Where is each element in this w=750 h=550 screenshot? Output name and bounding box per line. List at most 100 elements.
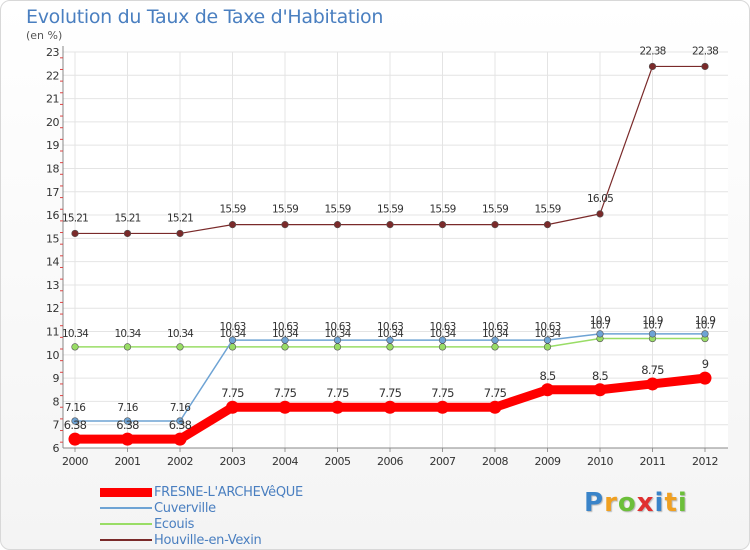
data-label: 7.75 (274, 386, 297, 400)
legend-item-houville: Houville-en-Vexin (100, 532, 303, 548)
data-label: 15.59 (377, 204, 403, 216)
data-label: 10.7 (590, 320, 610, 332)
proxiti-logo: Proxiti (584, 488, 688, 518)
y-tick-label: 23 (46, 46, 59, 59)
data-point (278, 400, 292, 414)
legend-label-houville: Houville-en-Vexin (154, 532, 262, 548)
data-label: 10.34 (482, 328, 509, 340)
x-tick-label: 2003 (220, 455, 246, 468)
y-tick-label: 21 (46, 93, 59, 106)
data-label: 8.5 (592, 369, 608, 383)
data-point (543, 343, 552, 351)
legend-item-fresne: FRESNE-L'ARCHEVêQUE (100, 484, 303, 500)
y-tick-label: 8 (53, 395, 60, 408)
data-point (121, 432, 134, 446)
data-label: 10.63 (429, 321, 455, 333)
y-tick-label: 9 (53, 372, 60, 385)
data-point (176, 417, 184, 425)
x-tick-label: 2005 (325, 455, 351, 468)
data-point (438, 336, 447, 344)
legend-label-ecouis: Ecouis (154, 516, 195, 532)
x-tick-label: 2011 (640, 455, 666, 468)
data-point (228, 336, 237, 344)
legend-label-fresne: FRESNE-L'ARCHEVêQUE (154, 484, 303, 500)
data-label: 7.75 (221, 386, 244, 400)
chart-legend: FRESNE-L'ARCHEVêQUE Cuverville Ecouis Ho… (100, 484, 303, 548)
legend-item-cuverville: Cuverville (100, 500, 303, 516)
y-tick-label: 7 (53, 419, 60, 432)
x-tick-label: 2010 (587, 455, 613, 468)
data-label: 10.34 (272, 328, 299, 340)
data-label: 15.21 (62, 212, 88, 224)
legend-label-cuverville: Cuverville (154, 500, 216, 516)
logo-letter: x (636, 488, 655, 518)
data-label: 7.16 (170, 402, 191, 414)
data-point (281, 221, 289, 229)
y-tick-label: 14 (46, 256, 59, 269)
data-point (698, 371, 712, 385)
data-point (68, 432, 82, 446)
data-label: 10.34 (114, 328, 141, 340)
data-point (123, 417, 132, 425)
y-tick-label: 22 (46, 69, 59, 82)
data-point (386, 221, 394, 229)
data-point (593, 383, 607, 397)
data-point (176, 343, 184, 351)
data-point (648, 62, 657, 71)
data-point (701, 330, 709, 338)
data-point (488, 400, 502, 414)
data-label: 10.34 (219, 328, 246, 340)
data-point (541, 383, 554, 397)
data-point (123, 343, 132, 351)
data-point (543, 336, 552, 344)
data-point (123, 229, 132, 238)
data-label: 10.9 (590, 315, 610, 327)
data-point (596, 210, 604, 218)
data-label: 7.75 (431, 386, 454, 400)
logo-letter: P (584, 488, 605, 518)
y-tick-label: 19 (46, 139, 59, 152)
x-tick-label: 2008 (482, 455, 508, 468)
data-label: 7.75 (326, 386, 349, 400)
data-label: 6.38 (116, 418, 139, 432)
data-label: 9 (702, 357, 709, 371)
data-label: 10.63 (272, 321, 298, 333)
y-tick-label: 15 (46, 232, 59, 245)
data-point (71, 343, 79, 351)
data-point (281, 343, 289, 351)
legend-swatch-cuverville (100, 507, 152, 509)
data-point (491, 343, 499, 351)
data-point (438, 221, 447, 229)
data-label: 15.59 (429, 204, 455, 216)
data-label: 15.59 (534, 204, 560, 216)
data-point (331, 400, 344, 414)
data-label: 8.5 (540, 369, 556, 383)
y-tick-label: 18 (46, 162, 59, 175)
data-point (71, 417, 79, 425)
data-label: 10.34 (429, 328, 456, 340)
legend-swatch-ecouis (100, 523, 152, 525)
x-tick-label: 2002 (167, 455, 193, 468)
data-point (173, 432, 187, 446)
data-label: 10.7 (642, 320, 662, 332)
data-label: 15.59 (324, 204, 350, 216)
chart-unit-label: (en %) (26, 29, 63, 42)
data-label: 10.63 (324, 321, 350, 333)
data-point (596, 330, 604, 338)
data-label: 22.38 (639, 45, 665, 57)
data-point (333, 221, 342, 229)
logo-letter: t (664, 488, 678, 518)
legend-item-ecouis: Ecouis (100, 516, 303, 532)
data-point (226, 400, 239, 414)
data-label: 7.16 (65, 402, 86, 414)
data-label: 10.34 (324, 328, 351, 340)
chart-title: Evolution du Taux de Taxe d'Habitation (26, 6, 384, 28)
data-label: 10.34 (377, 328, 404, 340)
data-label: 7.16 (117, 402, 138, 414)
data-label: 15.59 (272, 204, 298, 216)
x-tick-label: 2001 (115, 455, 141, 468)
data-point (436, 400, 449, 414)
data-label: 10.34 (167, 328, 194, 340)
data-label: 10.63 (482, 321, 508, 333)
x-tick-label: 2009 (535, 455, 561, 468)
